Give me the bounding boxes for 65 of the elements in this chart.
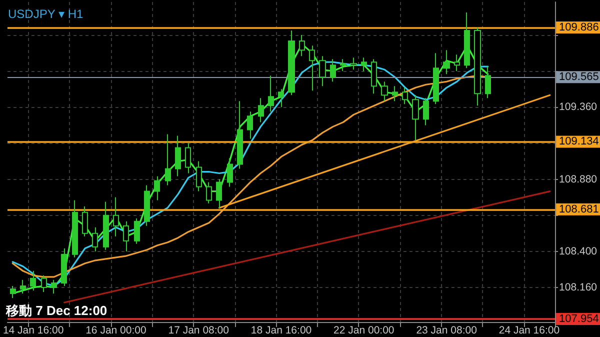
candlestick: [61, 248, 67, 286]
candlestick: [237, 100, 243, 170]
ref-line-label: 109.134: [559, 136, 599, 148]
candlestick: [103, 201, 109, 250]
candlestick: [51, 279, 57, 294]
candlestick: [185, 142, 191, 174]
candlestick: [319, 56, 326, 87]
x-tick-label: 24 Jan 16:00: [498, 324, 560, 336]
candlestick: [443, 50, 450, 75]
candlestick: [454, 54, 460, 72]
candlestick: [41, 274, 47, 292]
ref-line-label: 108.681: [559, 203, 599, 216]
candlestick: [433, 52, 439, 105]
annotation: 移動 7 Dec 12:00: [5, 303, 108, 318]
x-tick-label: 18 Jan 16:00: [250, 324, 312, 336]
x-tick-label: 23 Jan 08:00: [416, 324, 478, 336]
candlestick: [464, 12, 470, 69]
candlestick: [30, 270, 36, 291]
candlestick: [144, 184, 150, 226]
ref-line-label: 109.886: [559, 22, 599, 34]
candlestick: [113, 196, 119, 237]
candlestick: [123, 220, 129, 252]
candlestick: [288, 30, 295, 96]
y-tick-label: 109.360: [559, 101, 598, 114]
candlestick: [330, 58, 336, 82]
y-tick-label: 108.400: [559, 245, 598, 258]
y-tick-label: 108.880: [559, 173, 598, 186]
candlestick: [474, 27, 481, 106]
candlestick: [165, 134, 171, 186]
candlestick: [381, 81, 388, 102]
ref-line-label: 109.565: [559, 71, 599, 84]
x-tick-label: 14 Jan 16:00: [2, 324, 64, 336]
candlestick: [247, 111, 253, 140]
candlestick: [371, 58, 377, 94]
x-tick-label: 17 Jan 08:00: [168, 324, 230, 336]
candlestick: [258, 98, 264, 123]
x-tick-label: 22 Jan 00:00: [334, 324, 394, 336]
candlestick: [72, 200, 78, 258]
candlestick: [309, 45, 315, 92]
candlestick: [268, 75, 274, 112]
y-tick-label: 108.160: [559, 281, 598, 294]
candlestick: [196, 160, 202, 192]
ref-line-label: 107.954: [559, 312, 599, 325]
candlestick: [82, 206, 88, 237]
candlestick: [227, 158, 233, 188]
candlestick: [206, 182, 212, 204]
x-tick-label: 16 Jan 00:00: [86, 324, 146, 336]
candlestick: [485, 66, 491, 99]
candlestick: [10, 285, 16, 298]
candlestick: [134, 218, 140, 244]
candlestick: [175, 135, 181, 177]
candlestick: [20, 279, 26, 294]
chart-title: USDJPY ▾ H1: [8, 7, 84, 21]
candlestick: [392, 86, 398, 102]
candlestick: [154, 176, 160, 201]
candlestick: [92, 226, 98, 252]
candlestick: [340, 58, 346, 72]
candlestick: [423, 98, 429, 126]
candlestick: [278, 88, 284, 108]
candlestick: [216, 178, 222, 208]
candlestick: [402, 87, 408, 105]
candlestick: [361, 57, 367, 72]
candlestick: [412, 94, 419, 141]
candlestick: [299, 34, 305, 57]
candlestick: [350, 57, 357, 70]
